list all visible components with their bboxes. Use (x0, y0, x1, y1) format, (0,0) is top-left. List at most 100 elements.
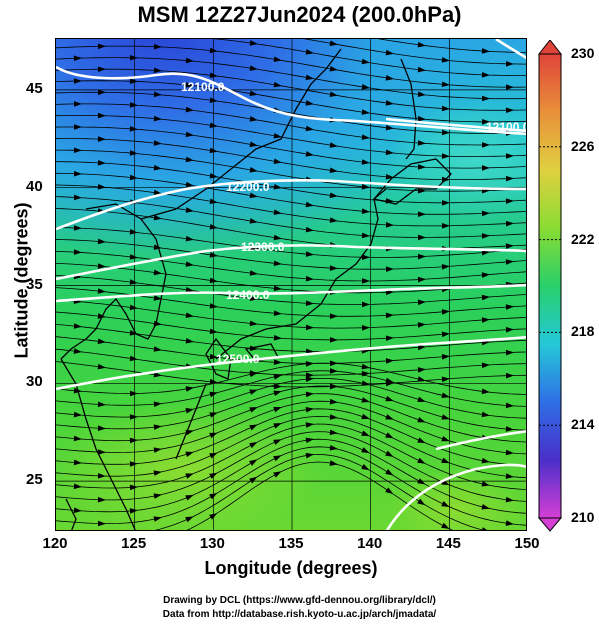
y-tick-label: 45 (26, 79, 43, 97)
map-plot-area: 12100.0 12100.0 12200.0 12300.0 12400.0 12500… (55, 38, 527, 531)
streamline-arrow (305, 452, 314, 459)
streamline-arrow (505, 372, 514, 379)
streamline-arrow (505, 349, 514, 356)
streamline-arrow (249, 141, 258, 148)
coastline-manchuria (140, 48, 342, 220)
streamline-arrow (185, 407, 194, 414)
streamline-arrow (361, 463, 370, 471)
streamline-arrow (129, 102, 138, 108)
streamline-arrow (273, 132, 282, 139)
colorbar (537, 40, 563, 532)
streamline-arrow (129, 174, 138, 181)
streamline-arrow (305, 251, 314, 257)
streamline-arrow (385, 377, 394, 384)
colorbar-tick-label: 210 (571, 509, 595, 525)
colorbar-tick-label: 226 (571, 137, 595, 154)
streamline-arrow (273, 390, 282, 396)
streamline-arrow (305, 406, 314, 413)
streamline-arrow (73, 194, 82, 201)
streamline-arrow (385, 173, 394, 180)
streamline-arrow (97, 449, 106, 455)
streamline (56, 126, 526, 169)
streamline (56, 172, 526, 215)
streamline-arrow (329, 142, 338, 148)
streamline-arrow (249, 116, 258, 122)
streamline-arrow (305, 74, 314, 81)
streamline-arrow (329, 414, 338, 420)
contour-line-top (495, 39, 526, 60)
streamline (303, 39, 526, 65)
streamline (56, 408, 526, 467)
streamline-arrow (385, 222, 394, 228)
streamline-arrow (361, 134, 370, 140)
streamline-arrow (361, 232, 370, 239)
contour-label: 12500.0 (216, 352, 260, 366)
streamline-arrow (305, 376, 314, 382)
streamline (186, 461, 453, 530)
streamline-arrow (481, 388, 490, 395)
temperature-field-warm-se (386, 469, 526, 530)
streamline-arrow (249, 167, 258, 173)
streamline-arrow (329, 383, 338, 390)
colorbar-gradient (538, 53, 562, 519)
streamline-arrow (361, 301, 370, 308)
streamline-arrow (129, 54, 138, 61)
temperature-field-warm-sw (56, 399, 326, 530)
contour-line (56, 178, 526, 231)
streamline-arrow (97, 363, 106, 370)
colorbar-top-arrow (537, 40, 563, 55)
streamline-arrow (505, 304, 514, 310)
coastline-taiwan (65, 498, 77, 530)
streamline-arrow (273, 335, 282, 341)
streamline-arrow (185, 131, 194, 138)
streamline-arrow (273, 455, 282, 462)
contour-line (56, 244, 526, 281)
contour-label: 12100.0 (486, 120, 527, 134)
streamline-arrow (481, 272, 490, 278)
streamline-arrow (441, 392, 450, 398)
streamline-arrow (129, 279, 138, 285)
streamline-arrow (185, 207, 194, 213)
streamline (56, 370, 526, 407)
streamline-arrow (441, 435, 450, 442)
streamline-arrow (273, 234, 282, 241)
streamline-arrow (417, 211, 426, 217)
streamline-arrow (273, 374, 282, 380)
streamline-arrow (185, 57, 194, 64)
streamline-arrow (441, 81, 450, 88)
streamline-arrow (441, 223, 450, 229)
streamline-arrow (361, 325, 370, 331)
x-tick-label: 140 (357, 535, 383, 552)
streamline (56, 149, 526, 192)
streamline-arrow (73, 483, 82, 490)
chart-title: MSM 12Z27Jun2024 (200.0hPa) (137, 2, 462, 27)
streamline-arrow (361, 413, 370, 420)
streamline-arrow (153, 371, 162, 378)
streamline-arrow (209, 47, 218, 54)
streamline-arrow (385, 266, 394, 272)
streamline-arrow (209, 122, 218, 128)
streamline-arrow (441, 414, 450, 420)
streamline-arrow (97, 238, 106, 245)
streamline-arrow (441, 105, 450, 112)
streamline-arrow (209, 432, 218, 439)
streamline-arrow (361, 109, 370, 115)
streamline-arrow (249, 389, 258, 395)
streamline-arrow (153, 214, 162, 221)
streamline-arrow (129, 355, 138, 362)
streamline-arrow (305, 49, 314, 55)
streamline-arrow (73, 507, 82, 514)
geopotential-contours (56, 39, 526, 530)
streamline (56, 275, 526, 305)
streamline-arrow (209, 172, 218, 179)
streamline (56, 393, 526, 443)
streamline-arrow (153, 269, 162, 276)
streamline-arrow (153, 447, 162, 453)
streamline-arrow (441, 501, 450, 508)
streamline-arrow (305, 226, 314, 233)
streamline-arrow (385, 450, 394, 457)
credit-drawing: Drawing by DCL (https://www.gfd-dennou.o… (163, 595, 436, 606)
streamline-arrow (441, 522, 450, 529)
colorbar-tick-label: 222 (571, 230, 595, 247)
streamline (56, 311, 526, 341)
